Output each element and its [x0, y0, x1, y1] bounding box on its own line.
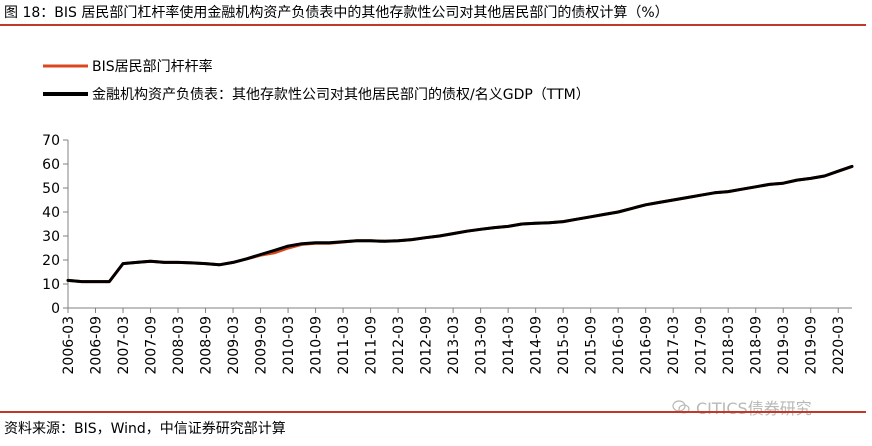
footer-divider [0, 411, 866, 413]
x-tick-label: 2010-03 [281, 316, 297, 375]
y-tick-label: 10 [42, 277, 60, 293]
y-tick-label: 70 [42, 133, 60, 149]
x-tick-label: 2006-09 [89, 316, 105, 375]
legend-label-claims: 金融机构资产负债表：其他存款性公司对其他居民部门的债权/名义GDP（TTM） [92, 87, 590, 103]
y-tick-label: 40 [42, 205, 60, 221]
x-tick-label: 2013-09 [474, 316, 490, 375]
x-tick-label: 2011-03 [336, 316, 352, 375]
x-tick-label: 2020-03 [831, 316, 847, 375]
x-tick-label: 2014-09 [529, 316, 545, 375]
x-tick-label: 2019-03 [776, 316, 792, 375]
series-line-2 [66, 164, 854, 284]
y-tick-label: 30 [42, 229, 60, 245]
y-axis: 0 10 20 30 40 50 60 70 [42, 133, 69, 317]
y-tick-label: 0 [51, 301, 60, 317]
y-tick-label: 60 [42, 157, 60, 173]
x-tick-label: 2015-09 [584, 316, 600, 375]
x-tick-label: 2009-03 [226, 316, 242, 375]
watermark: CITICS债券研究 [672, 395, 812, 419]
x-tick-label: 2009-09 [254, 316, 270, 375]
x-tick-label: 2008-03 [171, 316, 187, 375]
x-tick-label: 2011-09 [364, 316, 380, 375]
source-note: 资料来源：BIS，Wind，中信证券研究部计算 [4, 421, 286, 437]
x-tick-label: 2017-09 [694, 316, 710, 375]
x-tick-label: 2015-03 [556, 316, 572, 375]
watermark-text: CITICS债券研究 [696, 399, 812, 418]
x-tick-label: 2018-09 [749, 316, 765, 375]
x-tick-label: 2010-09 [309, 316, 325, 375]
x-tick-label: 2012-03 [391, 316, 407, 375]
title-divider [0, 24, 866, 26]
x-tick-label: 2014-03 [501, 316, 517, 375]
x-tick-label: 2013-03 [446, 316, 462, 375]
x-tick-label: 2016-03 [611, 316, 627, 375]
series-line-1 [66, 164, 854, 284]
plot-series [66, 164, 854, 284]
x-tick-label: 2018-03 [721, 316, 737, 375]
legend: BIS居民部门杆杆率 金融机构资产负债表：其他存款性公司对其他居民部门的债权/名… [43, 58, 590, 103]
x-tick-label: 2007-09 [144, 316, 160, 375]
chart-title: 图 18：BIS 居民部门杠杆率使用金融机构资产负债表中的其他存款性公司对其他居… [4, 5, 669, 21]
y-tick-label: 20 [42, 253, 60, 269]
legend-label-bis: BIS居民部门杆杆率 [92, 58, 213, 75]
y-tick-label: 50 [42, 181, 60, 197]
x-tick-label: 2019-09 [804, 316, 820, 375]
x-tick-label: 2017-03 [666, 316, 682, 375]
x-tick-label: 2007-03 [116, 316, 132, 375]
x-tick-label: 2006-03 [61, 316, 77, 375]
x-tick-label: 2012-09 [419, 316, 435, 375]
x-axis: 2006-03 2006-09 2007-03 2007-09 2008-03 2008-… [61, 307, 852, 375]
x-tick-label: 2016-09 [639, 316, 655, 375]
x-tick-label: 2008-09 [199, 316, 215, 375]
